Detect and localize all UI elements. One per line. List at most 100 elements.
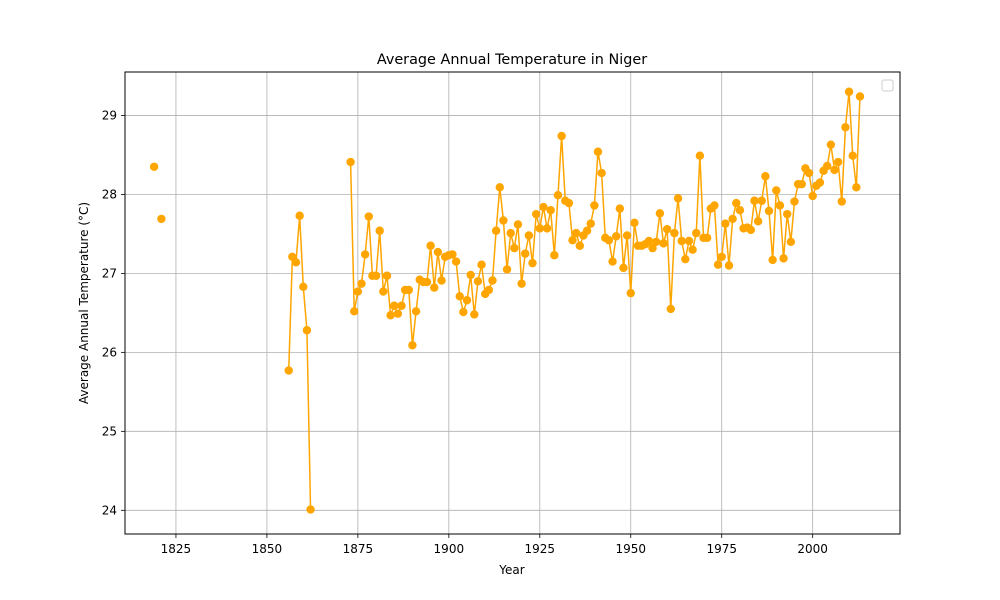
data-point [622, 231, 632, 240]
data-point [295, 211, 304, 220]
data-point [382, 271, 392, 280]
data-point [597, 168, 606, 178]
data-point [364, 212, 373, 221]
data-point [430, 283, 439, 292]
data-point [157, 214, 166, 224]
data-point [844, 87, 854, 96]
x-tick-label: 1925 [525, 542, 556, 556]
data-point [692, 228, 701, 238]
data-point [462, 296, 472, 305]
data-point [626, 288, 635, 298]
data-point [448, 250, 457, 259]
data-point [666, 304, 675, 314]
data-point [804, 168, 814, 178]
data-point [750, 196, 759, 205]
data-point [379, 287, 388, 296]
data-point [702, 233, 712, 243]
data-point [681, 254, 690, 264]
data-point [455, 292, 464, 301]
x-tick-label: 1950 [615, 542, 646, 556]
data-point [728, 214, 737, 224]
x-tick-label: 2000 [797, 542, 828, 556]
data-point [306, 505, 315, 514]
chart-title: Average Annual Temperature in Niger [377, 52, 647, 68]
data-point [826, 140, 836, 149]
data-point [604, 236, 614, 245]
data-point [677, 236, 686, 246]
data-point [357, 279, 366, 288]
data-point [568, 236, 577, 245]
data-point [470, 310, 479, 319]
data-point [426, 241, 435, 250]
data-point [346, 157, 355, 167]
data-point [466, 270, 475, 280]
data-point [732, 198, 741, 208]
data-point [783, 209, 792, 219]
x-axis-label: Year [498, 563, 524, 577]
data-point [768, 255, 777, 265]
data-point [761, 172, 770, 181]
data-point [823, 161, 832, 171]
data-point [710, 201, 719, 210]
data-point [713, 260, 723, 269]
data-point [393, 309, 403, 318]
data-point [670, 228, 679, 238]
data-point [404, 285, 413, 295]
plot-frame [124, 71, 901, 535]
x-tick-label: 1850 [252, 542, 283, 556]
data-point [808, 191, 817, 201]
data-point [524, 231, 534, 240]
data-point [775, 201, 785, 210]
data-point [855, 92, 865, 101]
data-point [546, 206, 555, 215]
y-tick-label: 27 [102, 266, 117, 280]
data-point [644, 236, 654, 246]
data-point [612, 232, 621, 241]
data-point [717, 252, 726, 261]
y-tick-label: 25 [102, 424, 117, 438]
data-point [353, 287, 363, 296]
data-point [477, 260, 486, 269]
data-point [499, 216, 508, 225]
grid-lines [125, 72, 900, 534]
data-point [371, 271, 381, 280]
data-point [630, 218, 639, 228]
data-point [593, 147, 603, 156]
data-point [797, 179, 806, 189]
data-point [484, 285, 494, 295]
data-point [659, 239, 668, 248]
data-point [571, 228, 581, 238]
data-point [815, 178, 825, 187]
data-point [386, 311, 395, 320]
data-point [149, 162, 159, 171]
data-point [753, 217, 763, 226]
data-point [422, 277, 432, 287]
data-point [291, 258, 301, 267]
data-point [833, 157, 843, 167]
data-point [786, 237, 796, 246]
data-point [521, 249, 530, 258]
data-point [655, 209, 665, 218]
data-point [764, 206, 774, 216]
data-point [510, 243, 519, 253]
data-point [390, 301, 399, 310]
data-point [790, 197, 799, 206]
x-tick-label: 1975 [706, 542, 737, 556]
data-point [502, 265, 512, 274]
data-point [459, 307, 468, 317]
data-point [284, 366, 293, 375]
data-point [724, 261, 734, 270]
data-point [473, 277, 483, 286]
data-point [411, 307, 421, 316]
data-point [506, 228, 515, 238]
y-axis-ticks: 24 25 26 27 28 29 [102, 108, 125, 517]
data-point [695, 151, 705, 160]
x-tick-label: 1875 [343, 542, 374, 556]
y-tick-label: 28 [102, 187, 117, 201]
data-point [841, 123, 850, 132]
data-point [830, 165, 839, 175]
data-point [451, 257, 461, 266]
data-point [652, 237, 661, 246]
data-point [735, 206, 745, 215]
